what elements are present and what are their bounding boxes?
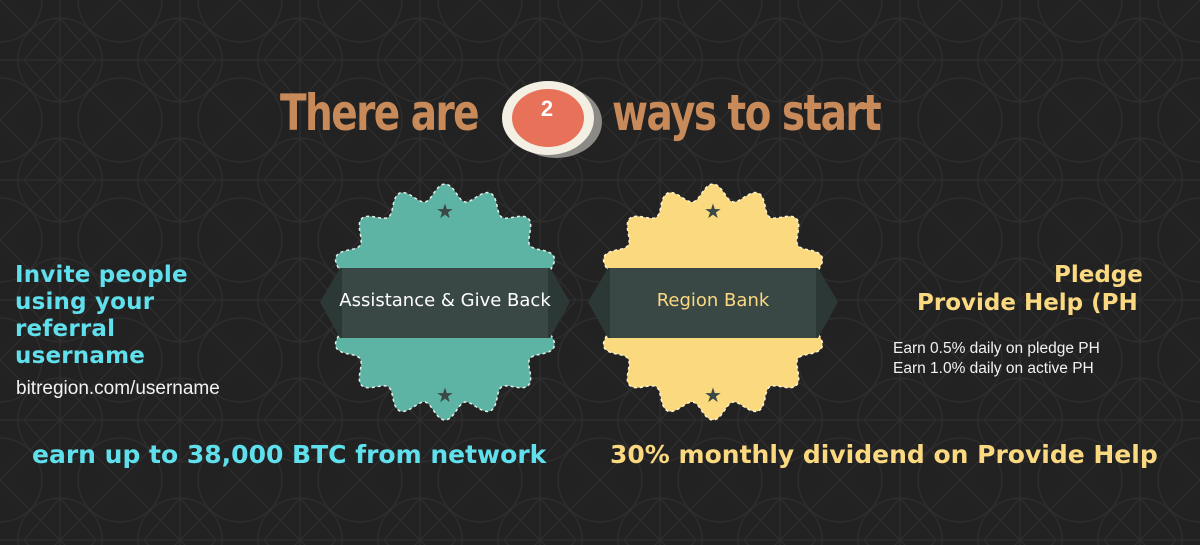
star-icon: ★ xyxy=(704,383,722,407)
number-badge xyxy=(502,81,602,158)
invite-line: username xyxy=(15,343,146,369)
headline-prefix: There are xyxy=(280,84,480,142)
referral-url: bitregion.com/username xyxy=(16,378,220,399)
earn-line: Earn 0.5% daily on pledge PH xyxy=(893,340,1100,357)
badge-label: Assistance & Give Back xyxy=(339,290,551,311)
provide-help-title: Provide Help (PH xyxy=(917,290,1138,316)
earn-network-text: earn up to 38,000 BTC from network xyxy=(32,440,547,469)
invite-line: using your xyxy=(15,289,155,315)
invite-line: Invite people xyxy=(15,262,188,288)
headline: There are 2 ways to start xyxy=(0,78,1200,158)
earn-line: Earn 1.0% daily on active PH xyxy=(893,360,1094,377)
badge-assistance[interactable]: ★ ★ Assistance & Give Back xyxy=(320,180,570,424)
badge-shape: ★ ★ xyxy=(320,183,570,421)
dividend-text: 30% monthly dividend on Provide Help xyxy=(610,440,1158,469)
badge-region-bank[interactable]: ★ ★ Region Bank xyxy=(588,180,838,424)
star-icon: ★ xyxy=(704,199,722,223)
invite-line: referral xyxy=(15,316,116,342)
badge-shape: ★ ★ xyxy=(588,183,838,421)
number-badge-label: 2 xyxy=(540,96,554,121)
star-icon: ★ xyxy=(436,199,454,223)
pledge-title: Pledge xyxy=(1054,262,1143,288)
star-icon: ★ xyxy=(436,383,454,407)
badge-label: Region Bank xyxy=(656,290,770,311)
invite-title: Invite people using your referral userna… xyxy=(15,262,245,370)
headline-suffix: ways to start xyxy=(612,84,882,142)
